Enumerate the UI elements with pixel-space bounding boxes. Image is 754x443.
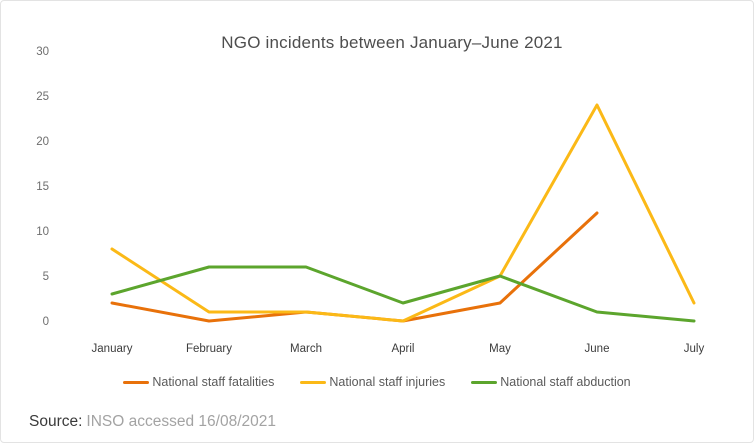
x-axis-tick-april: April — [391, 343, 414, 355]
abduction-line-swatch — [471, 380, 498, 384]
source-label: Source: — [29, 413, 83, 430]
x-axis-tick-may: May — [489, 343, 511, 355]
x-axis-tick-january: January — [92, 343, 133, 355]
injuries-line-swatch — [300, 380, 327, 384]
legend-label: National staff abduction — [500, 375, 631, 389]
chart-title: NGO incidents between January–June 2021 — [221, 33, 563, 52]
fatalities-line-swatch — [123, 380, 150, 384]
source-text: INSO accessed 16/08/2021 — [86, 413, 276, 430]
legend: National staff fatalities National staff… — [1, 375, 753, 389]
legend-item-fatalities: National staff fatalities — [123, 375, 274, 389]
source-row: Source: INSO accessed 16/08/2021 — [29, 413, 276, 431]
series-line-national-staff-abduction — [110, 265, 696, 323]
x-axis-tick-march: March — [290, 343, 322, 355]
y-axis-tick-10: 10 — [36, 226, 49, 238]
y-axis-tick-30: 30 — [36, 46, 49, 58]
y-axis-tick-25: 25 — [36, 91, 49, 103]
y-axis-tick-15: 15 — [36, 181, 49, 193]
legend-item-injuries: National staff injuries — [300, 375, 445, 389]
x-axis-tick-june: June — [585, 343, 610, 355]
x-axis-tick-july: July — [684, 343, 705, 355]
series-line-national-staff-fatalities — [110, 211, 599, 323]
series-line-national-staff-injuries — [110, 103, 696, 323]
y-axis-tick-20: 20 — [36, 136, 49, 148]
y-axis-tick-0: 0 — [43, 316, 49, 328]
y-axis-tick-5: 5 — [43, 271, 49, 283]
x-axis-tick-february: February — [186, 343, 232, 355]
legend-item-abduction: National staff abduction — [471, 375, 631, 389]
legend-label: National staff injuries — [329, 375, 446, 389]
legend-label: National staff fatalities — [152, 375, 275, 389]
